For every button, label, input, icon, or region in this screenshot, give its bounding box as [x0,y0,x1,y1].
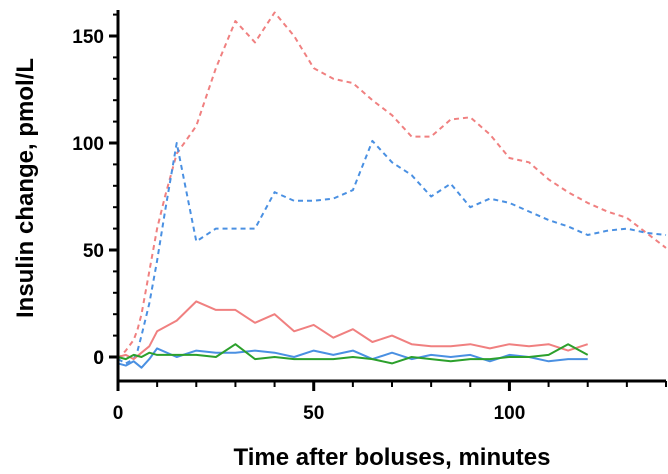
y-tick-label: 0 [93,348,104,369]
y-tick-label: 100 [72,134,104,155]
x-tick-label: 50 [303,403,324,424]
x-tick-label: 100 [494,403,526,424]
y-tick-label: 50 [83,241,104,262]
series-line-5 [117,343,589,365]
y-tick-label: 150 [72,27,104,48]
series-layer [117,11,667,369]
series-line-3 [117,300,589,361]
series-line-2 [117,139,667,365]
y-axis-title: Insulin change, pmol/L [12,58,39,318]
y-tick-label: 0 [93,348,104,369]
series-line-1 [117,11,667,360]
series-line-4 [117,347,588,369]
x-tick-label: 0 [113,403,124,424]
x-axis-title: Time after boluses, minutes [234,444,551,471]
